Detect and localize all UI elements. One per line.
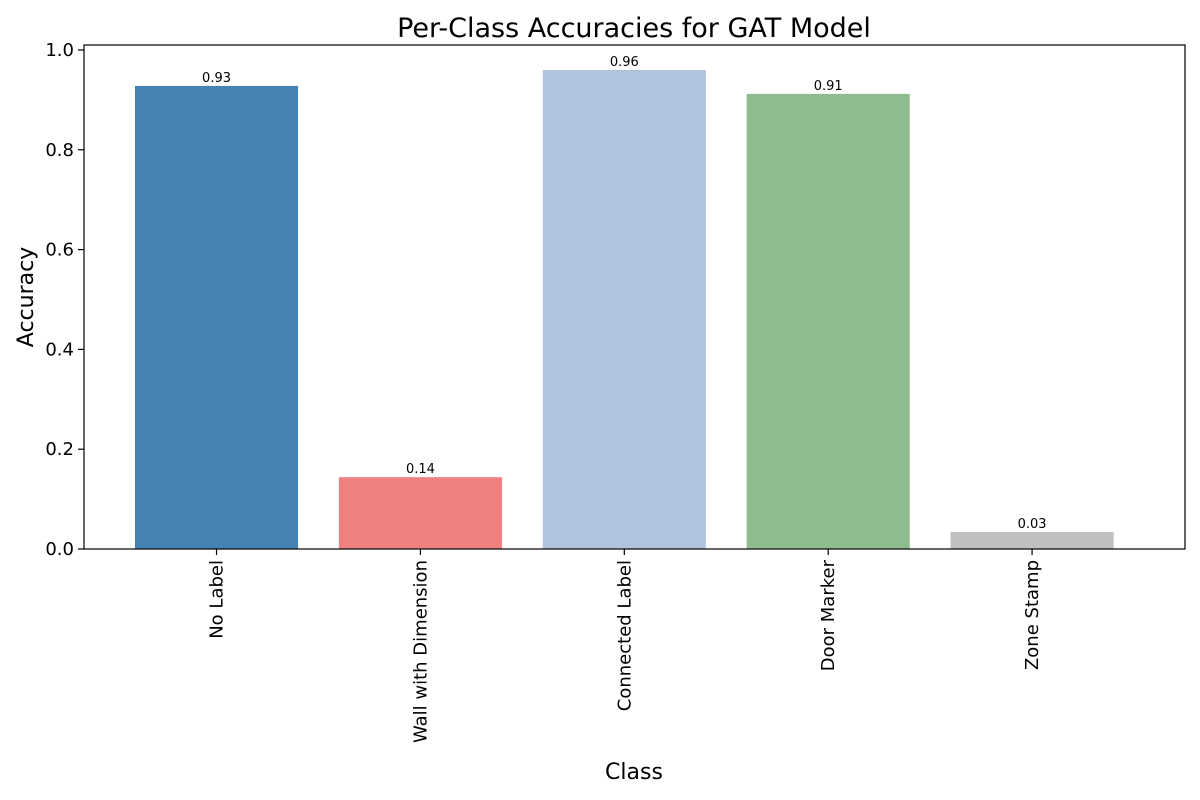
bar-value-label: 0.14	[406, 462, 435, 477]
y-tick-label: 0.4	[45, 339, 74, 360]
y-tick-label: 1.0	[45, 40, 74, 61]
bar	[746, 93, 910, 550]
y-tick-label: 0.8	[45, 140, 74, 161]
bar	[134, 85, 299, 550]
x-axis-title: Class	[605, 760, 663, 785]
bar	[542, 69, 706, 549]
x-axis: No Label Wall with Dimension Connected Lab…	[207, 549, 1043, 743]
bar	[950, 532, 1114, 549]
x-tick-label: Zone Stamp	[1022, 560, 1043, 670]
x-tick-label: Wall with Dimension	[410, 560, 431, 743]
bar-value-label: 0.03	[1018, 517, 1047, 532]
bar	[338, 477, 502, 549]
y-axis-title: Accuracy	[14, 247, 39, 347]
bar-value-label: 0.96	[610, 55, 639, 70]
x-tick-label: Door Marker	[818, 559, 839, 671]
bars-group	[134, 69, 1114, 550]
plot-frame	[83, 44, 1186, 550]
y-axis: 0.0 0.2 0.4 0.6 0.8 1.0	[45, 40, 84, 560]
x-tick-label: Connected Label	[614, 560, 635, 711]
chart-title: Per-Class Accuracies for GAT Model	[397, 13, 871, 44]
y-tick-label: 0.6	[45, 240, 74, 261]
y-tick-label: 0.0	[45, 539, 74, 560]
value-labels-group: 0.93 0.14 0.96 0.91 0.03	[202, 55, 1047, 532]
y-tick-label: 0.2	[45, 439, 74, 460]
bar-value-label: 0.91	[814, 79, 843, 94]
x-tick-label: No Label	[207, 560, 228, 639]
bar-value-label: 0.93	[202, 71, 231, 86]
